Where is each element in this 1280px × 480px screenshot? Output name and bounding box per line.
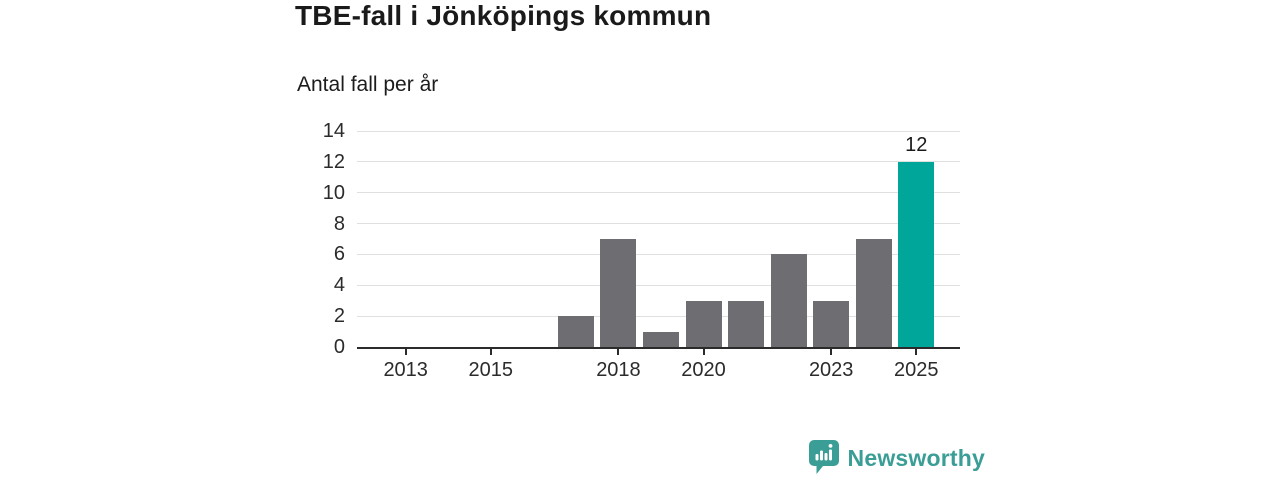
x-axis-tick-2025 <box>915 348 918 355</box>
x-axis-label-2013: 2013 <box>383 359 428 381</box>
gridline-y-2 <box>357 315 960 317</box>
data-label-2025: 12 <box>905 133 928 156</box>
speech-bubble-bar-chart-icon <box>808 440 839 474</box>
x-axis-label-2018: 2018 <box>596 359 641 381</box>
bar-2022 <box>770 254 807 347</box>
y-axis-label-6: 6 <box>333 243 345 266</box>
bar-2021 <box>728 300 765 347</box>
bar-2019 <box>643 331 679 347</box>
gridline-y-4 <box>357 284 960 286</box>
gridline-y-10 <box>357 192 960 194</box>
chart-figure: TBE-fall i Jönköpings kommun Antal fall … <box>295 0 985 480</box>
y-axis-label-0: 0 <box>333 336 345 358</box>
x-axis-label-2015: 2015 <box>468 359 514 381</box>
bar-2025 <box>898 161 935 347</box>
bar-2023 <box>813 300 850 347</box>
newsworthy-brand-text: Newsworthy <box>847 444 985 471</box>
x-axis-tick-2020 <box>702 348 705 355</box>
gridline-y-8 <box>357 223 960 225</box>
bar-chart: 0 2 4 6 8 10 12 14 2013 2015 2018 2020 2023 2025 12 <box>323 120 960 381</box>
x-axis-tick-2013 <box>404 348 407 355</box>
bar-2020 <box>685 300 722 347</box>
bar-2024 <box>855 239 892 347</box>
y-axis-label-8: 8 <box>333 212 345 235</box>
newsworthy-logo: Newsworthy <box>808 440 985 476</box>
x-axis-label-2020: 2020 <box>681 359 726 381</box>
y-axis-label-12: 12 <box>322 150 345 173</box>
x-axis-tick-2018 <box>617 348 620 355</box>
x-axis-tick-2015 <box>489 348 492 355</box>
page-title: TBE-fall i Jönköpings kommun <box>295 0 712 31</box>
bar-2017 <box>557 316 594 347</box>
chart-subtitle: Antal fall per år <box>297 73 439 96</box>
y-axis-label-10: 10 <box>322 181 345 204</box>
y-axis-label-14: 14 <box>322 120 345 142</box>
gridline-y-6 <box>357 253 960 255</box>
bar-2018 <box>600 239 637 347</box>
y-axis-label-2: 2 <box>333 305 345 328</box>
gridline-y-14 <box>357 130 960 132</box>
x-axis-label-2025: 2025 <box>894 359 939 381</box>
gridline-y-12 <box>357 161 960 163</box>
x-axis-tick-2023 <box>830 348 833 355</box>
y-axis-label-4: 4 <box>333 274 345 297</box>
x-axis-label-2023: 2023 <box>808 359 854 381</box>
x-axis-line <box>357 346 960 349</box>
